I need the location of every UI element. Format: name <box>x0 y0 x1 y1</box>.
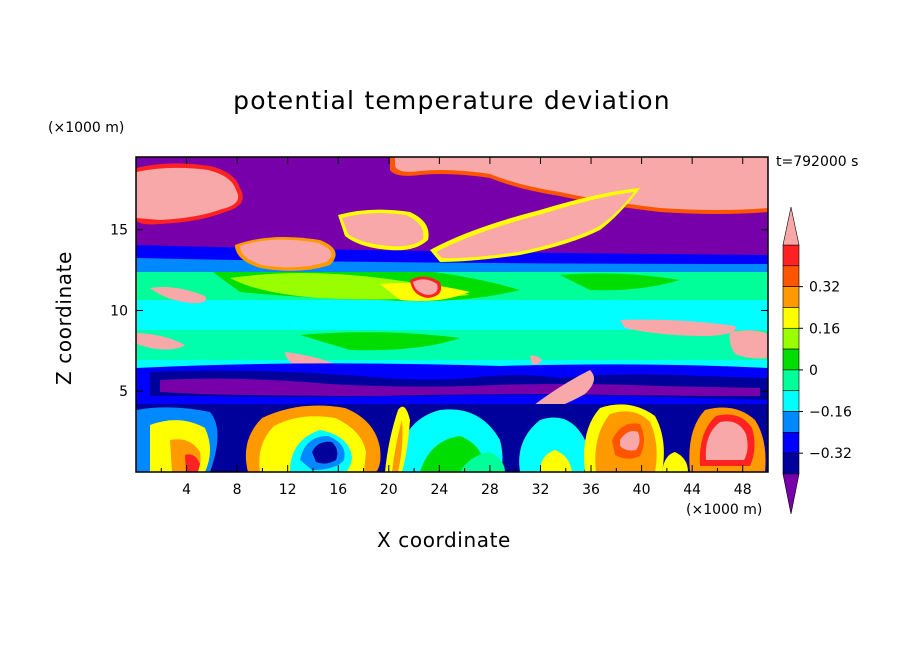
x-axis: 4 8 12 16 20 24 28 32 36 40 44 48 <box>160 157 752 498</box>
contour-region <box>300 332 460 351</box>
x-tick-label: 44 <box>683 482 701 498</box>
x-tick-label: 48 <box>734 482 752 498</box>
colorbar-swatch <box>782 286 800 308</box>
x-tick-label: 4 <box>182 482 191 498</box>
contour-region <box>620 319 736 336</box>
contour-region <box>136 167 239 220</box>
colorbar: 0.32 0.16 0 −0.16 −0.32 <box>782 206 852 515</box>
colorbar-swatch <box>782 432 800 454</box>
colorbar-tick-label: 0.32 <box>809 280 840 296</box>
x-tick-label: 24 <box>430 482 448 498</box>
chart-title: potential temperature deviation <box>233 86 671 115</box>
y-axis-unit: (×1000 m) <box>48 120 125 136</box>
x-tick-label: 32 <box>532 482 550 498</box>
contour-region <box>185 454 200 472</box>
colorbar-extend-high <box>782 206 800 246</box>
contour-region <box>560 273 680 291</box>
contour-region <box>540 450 572 472</box>
contour-region <box>312 441 338 464</box>
contour-region <box>620 431 640 451</box>
y-tick-label: 5 <box>119 384 128 400</box>
contour-region <box>150 287 206 304</box>
x-axis-label: X coordinate <box>377 528 511 552</box>
contour-region <box>662 452 688 472</box>
contour-region <box>136 333 185 350</box>
x-tick-label: 20 <box>380 482 398 498</box>
colorbar-swatch <box>782 327 800 350</box>
colorbar-swatch <box>782 369 800 392</box>
colorbar-swatch <box>782 390 800 412</box>
contour-region <box>519 417 587 472</box>
colorbar-swatch <box>782 265 800 287</box>
x-tick-label: 40 <box>633 482 651 498</box>
contour-region <box>436 192 634 259</box>
contour-region <box>705 421 748 460</box>
time-label: t=792000 s <box>776 154 859 170</box>
contour-region <box>729 330 768 359</box>
colorbar-swatch <box>782 244 800 267</box>
contour-region <box>413 279 438 295</box>
colorbar-swatch <box>782 411 800 433</box>
contour-region <box>240 239 332 268</box>
contour-region <box>460 452 505 472</box>
colorbar-swatch <box>782 348 800 371</box>
contour-band <box>136 330 768 360</box>
colorbar-tick-label: 0 <box>809 363 818 379</box>
contour-region <box>530 370 594 412</box>
x-tick-label: 36 <box>582 482 600 498</box>
y-axis: 5 10 15 <box>110 223 768 400</box>
colorbar-swatch <box>782 307 800 329</box>
colorbar-tick-label: −0.16 <box>809 405 852 421</box>
plot-frame <box>135 156 769 473</box>
colorbar-tick-label: −0.32 <box>809 446 852 462</box>
y-tick-label: 15 <box>110 223 128 239</box>
contour-region <box>395 157 768 210</box>
x-axis-unit: (×1000 m) <box>686 502 763 518</box>
x-tick-label: 8 <box>233 482 242 498</box>
contour-region <box>530 355 542 365</box>
plot-area <box>136 157 768 472</box>
x-tick-label: 12 <box>279 482 297 498</box>
colorbar-extend-low <box>782 473 800 515</box>
contour-region <box>160 378 760 396</box>
x-tick-label: 28 <box>481 482 499 498</box>
x-tick-label: 16 <box>329 482 347 498</box>
colorbar-swatch <box>782 452 800 475</box>
contour-region <box>392 420 403 472</box>
y-tick-label: 10 <box>110 303 128 319</box>
contour-region <box>342 213 424 247</box>
colorbar-tick-label: 0.16 <box>809 321 840 337</box>
